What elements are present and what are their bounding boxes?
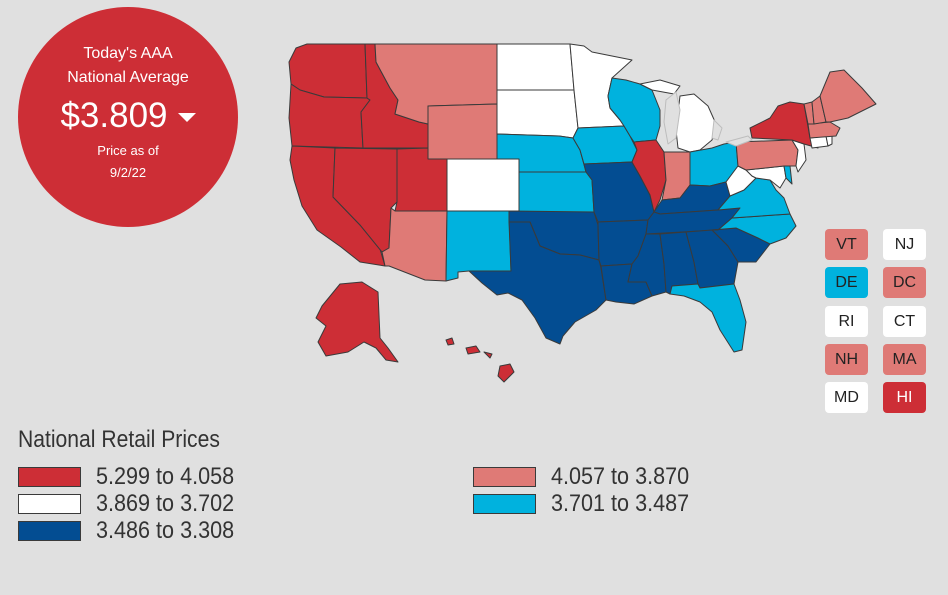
state-co[interactable] [446,158,520,212]
state-ks[interactable] [518,171,595,213]
tile-abbr: DC [892,274,917,291]
national-average-price: $3.809 [18,96,238,136]
tile-abbr: CT [893,313,916,330]
caret-down-icon [177,113,196,123]
legend-swatch [18,494,81,514]
legend-swatch [473,494,536,514]
state-ms[interactable] [627,233,667,297]
small-state-tile[interactable]: MA [883,344,926,375]
legend-label: 3.869 to 3.702 [96,490,235,517]
state-de[interactable] [783,165,793,185]
legend-swatch [18,521,81,541]
tile-abbr: RI [838,313,855,330]
legend-title: National Retail Prices [18,426,220,453]
tile-abbr: NH [834,351,859,368]
price-as-of-date: 9/2/22 [109,165,147,180]
legend-swatch [18,467,81,487]
small-state-tile[interactable]: CT [883,306,926,337]
small-state-tile[interactable]: NJ [883,229,926,260]
tile-abbr: VT [836,236,857,253]
badge-title-line2: National Average [67,69,189,86]
state-wy[interactable] [427,103,498,160]
state-fl[interactable] [669,283,747,353]
legend-label: 5.299 to 4.058 [96,463,235,490]
legend-label: 3.701 to 3.487 [551,490,690,517]
state-pa[interactable] [735,139,799,171]
price-value: $3.809 [60,96,168,135]
tile-abbr: MA [892,351,917,368]
price-as-of-label: Price as of [97,143,159,158]
state-az[interactable] [381,207,448,282]
great-lakes [663,91,753,147]
legend-label: 3.486 to 3.308 [96,517,235,544]
small-state-tile[interactable]: DE [825,267,868,298]
state-me[interactable] [819,69,877,123]
small-state-tile[interactable]: VT [825,229,868,260]
legend-swatch [473,467,536,487]
state-nd[interactable] [496,43,575,91]
legend-label: 4.057 to 3.870 [551,463,690,490]
small-state-tile[interactable]: NH [825,344,868,375]
tile-abbr: DE [835,274,858,291]
small-state-tile[interactable]: MD [825,382,868,413]
small-state-tile[interactable]: HI [883,382,926,413]
state-ak[interactable] [315,281,399,363]
tile-abbr: MD [834,389,859,406]
small-state-tile[interactable]: RI [825,306,868,337]
state-sd[interactable] [496,89,579,139]
state-hi[interactable] [445,337,515,383]
national-average-badge: Today's AAA National Average $3.809 Pric… [18,7,238,227]
state-tx[interactable] [468,221,607,345]
tile-abbr: HI [896,389,913,406]
tile-abbr: NJ [894,236,915,253]
badge-title-line1: Today's AAA [83,45,173,62]
small-state-tile[interactable]: DC [883,267,926,298]
